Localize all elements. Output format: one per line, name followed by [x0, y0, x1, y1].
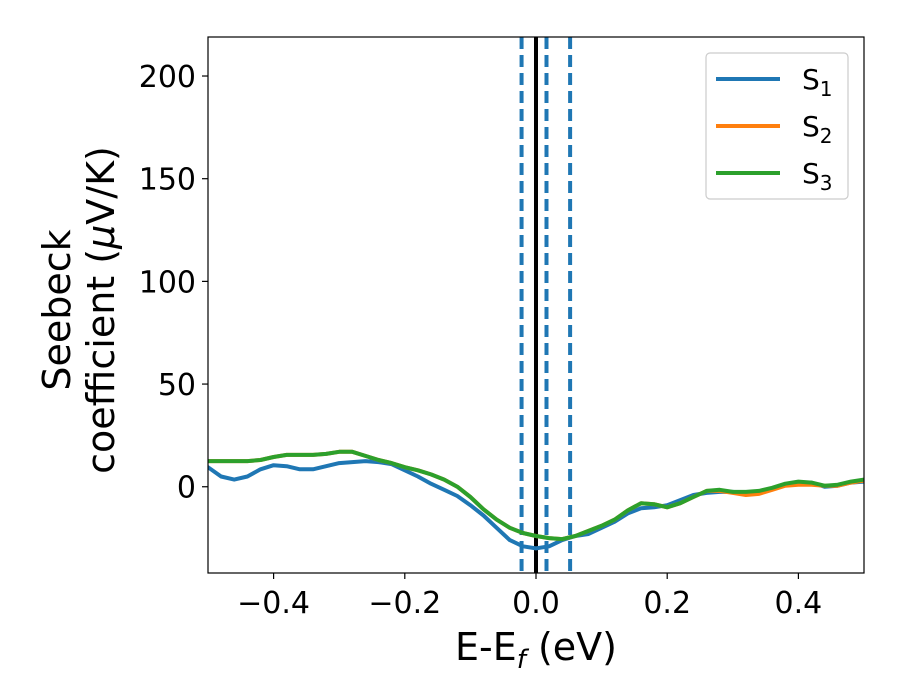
y-axis-label-line2: coefficient (μV/K) — [79, 146, 123, 474]
y-axis-label-unit: V/K) — [79, 146, 123, 225]
x-tick-label: 0.0 — [512, 586, 560, 621]
x-axis-ticks: −0.4 −0.2 0.0 0.2 0.4 — [237, 573, 822, 621]
legend: S1 S2 S3 — [705, 52, 849, 200]
x-axis-label-main: E-E — [455, 625, 517, 669]
x-axis-label: E-Ef (eV) — [455, 625, 617, 675]
y-axis-label-mu: μ — [79, 225, 123, 250]
y-axis-label-coef: coefficient ( — [79, 249, 123, 474]
legend-label-s3: S3 — [802, 157, 833, 195]
y-tick-label: 50 — [158, 368, 196, 403]
y-tick-label: 200 — [139, 60, 196, 95]
series-line-s3 — [208, 449, 864, 542]
y-tick-label: 100 — [139, 265, 196, 300]
x-tick-label: −0.2 — [368, 586, 441, 621]
legend-label-s1: S1 — [802, 63, 833, 101]
y-axis-label-line1: Seebeck — [35, 229, 79, 390]
x-tick-label: 0.4 — [775, 586, 823, 621]
legend-label-s2: S2 — [802, 110, 833, 148]
x-axis-label-unit: (eV) — [526, 625, 617, 669]
x-tick-label: −0.4 — [237, 586, 310, 621]
series-layer — [208, 449, 864, 551]
x-tick-label: 0.2 — [643, 586, 691, 621]
reference-lines — [519, 37, 573, 573]
y-tick-label: 0 — [177, 471, 196, 506]
y-axis-label: Seebeck coefficient (μV/K) — [35, 146, 123, 474]
y-tick-label: 150 — [139, 163, 196, 198]
y-axis-ticks: 0 50 100 150 200 — [139, 60, 208, 506]
